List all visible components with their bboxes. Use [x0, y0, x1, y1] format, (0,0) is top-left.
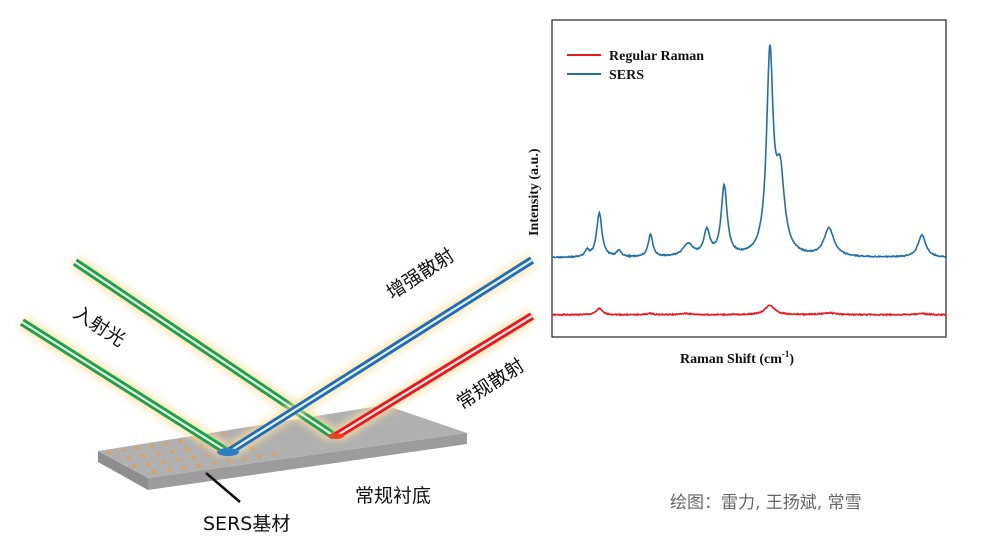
regular-scattering-beam: [332, 310, 536, 442]
regular-spot: [328, 433, 344, 439]
nanoparticle: [197, 463, 201, 468]
credit-text: 绘图：雷力, 王扬斌, 常雪: [670, 493, 862, 513]
nanoparticle: [152, 470, 156, 474]
nanoparticle: [131, 464, 136, 469]
nanoparticle: [141, 454, 145, 458]
nanoparticle: [155, 452, 160, 456]
x-axis-label: Raman Shift (cm-1): [680, 349, 794, 367]
legend-label-sers: SERS: [609, 68, 644, 83]
nanoparticle: [227, 459, 231, 463]
substrate: [98, 405, 467, 490]
nanoparticle: [272, 452, 277, 457]
incident-light-label: 入射光: [69, 302, 129, 352]
nanoparticle: [121, 448, 125, 453]
nanoparticle: [170, 449, 174, 454]
nanoparticle: [242, 456, 247, 461]
nanoparticle: [221, 432, 225, 437]
nanoparticle: [184, 447, 189, 452]
nanoparticle: [212, 461, 216, 465]
nanoparticle: [199, 445, 204, 449]
nanoparticle: [191, 455, 195, 460]
nanoparticle: [146, 462, 151, 466]
nanoparticle: [176, 457, 180, 462]
nanoparticle: [167, 467, 171, 472]
sers-pointer-line: [205, 472, 241, 503]
incident-beam-left: [18, 316, 230, 457]
substrate-label: 常规衬底: [355, 485, 431, 507]
nanoparticle: [178, 439, 182, 444]
enhanced-scattering-beam: [226, 254, 536, 457]
nanoparticle: [149, 444, 154, 448]
nanoparticle: [135, 446, 139, 450]
plot-frame: [551, 19, 947, 338]
nanoparticle: [164, 441, 168, 446]
nanoparticle: [206, 453, 210, 457]
y-axis-label: Intensity (a.u.): [527, 148, 542, 236]
enhanced-scattering-label: 增强散射: [383, 244, 459, 304]
nanoparticle: [126, 456, 131, 461]
nanoparticle: [250, 446, 255, 451]
sers-substrate-label: SERS基材: [203, 513, 290, 535]
nanoparticle: [161, 459, 166, 464]
series-line-regular-raman: [551, 304, 946, 317]
raman-chart: Regular Raman SERS Intensity (a.u.) Rama…: [527, 19, 947, 367]
legend-label-regular: Regular Raman: [609, 49, 704, 64]
nanoparticle: [257, 454, 262, 459]
sers-hotspot: [217, 448, 239, 456]
series-line-sers: [551, 44, 946, 259]
nanoparticle: [106, 450, 111, 455]
nanoparticle: [182, 465, 186, 470]
